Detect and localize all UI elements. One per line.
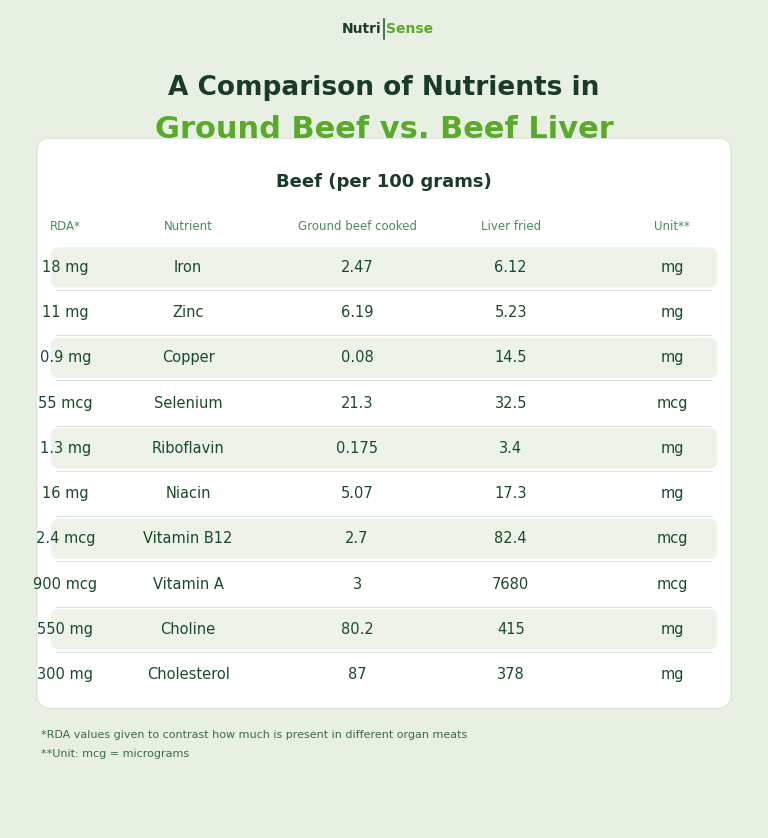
Text: Cholesterol: Cholesterol [147, 667, 230, 682]
Text: RDA*: RDA* [50, 220, 81, 233]
Text: 14.5: 14.5 [495, 350, 527, 365]
FancyBboxPatch shape [51, 247, 717, 287]
Text: Vitamin A: Vitamin A [153, 577, 223, 592]
Text: 1.3 mg: 1.3 mg [40, 441, 91, 456]
Text: Selenium: Selenium [154, 396, 223, 411]
Text: mg: mg [660, 622, 684, 637]
Text: 6.12: 6.12 [495, 260, 527, 275]
Text: mcg: mcg [656, 577, 688, 592]
Text: 16 mg: 16 mg [42, 486, 88, 501]
Text: 87: 87 [348, 667, 366, 682]
Text: 378: 378 [497, 667, 525, 682]
Text: Liver fried: Liver fried [481, 220, 541, 233]
Text: 550 mg: 550 mg [38, 622, 93, 637]
Text: Unit**: Unit** [654, 220, 690, 233]
Text: 2.7: 2.7 [346, 531, 369, 546]
Text: Niacin: Niacin [165, 486, 211, 501]
Text: Zinc: Zinc [172, 305, 204, 320]
Text: mcg: mcg [656, 531, 688, 546]
Text: Vitamin B12: Vitamin B12 [144, 531, 233, 546]
Text: mg: mg [660, 486, 684, 501]
Text: 32.5: 32.5 [495, 396, 527, 411]
FancyBboxPatch shape [51, 428, 717, 468]
Text: mg: mg [660, 441, 684, 456]
FancyBboxPatch shape [51, 338, 717, 378]
Text: 18 mg: 18 mg [42, 260, 88, 275]
Text: 3.4: 3.4 [499, 441, 522, 456]
Text: 6.19: 6.19 [341, 305, 373, 320]
Text: A Comparison of Nutrients in: A Comparison of Nutrients in [168, 75, 600, 101]
Text: 55 mcg: 55 mcg [38, 396, 93, 411]
Text: 415: 415 [497, 622, 525, 637]
FancyBboxPatch shape [51, 609, 717, 649]
Text: Choline: Choline [161, 622, 216, 637]
Text: mg: mg [660, 305, 684, 320]
FancyBboxPatch shape [51, 519, 717, 559]
Text: **Unit: mcg = micrograms: **Unit: mcg = micrograms [41, 749, 189, 759]
Text: 0.175: 0.175 [336, 441, 378, 456]
Text: 0.9 mg: 0.9 mg [39, 350, 91, 365]
Text: 11 mg: 11 mg [42, 305, 88, 320]
Text: 7680: 7680 [492, 577, 529, 592]
Text: Ground Beef vs. Beef Liver: Ground Beef vs. Beef Liver [154, 116, 614, 144]
Text: 5.23: 5.23 [495, 305, 527, 320]
Text: Nutri: Nutri [342, 23, 382, 36]
FancyBboxPatch shape [51, 654, 717, 695]
Text: Beef (per 100 grams): Beef (per 100 grams) [276, 173, 492, 191]
Text: Sense: Sense [386, 23, 433, 36]
Text: 82.4: 82.4 [495, 531, 527, 546]
FancyBboxPatch shape [51, 383, 717, 423]
Text: mg: mg [660, 667, 684, 682]
Text: *RDA values given to contrast how much is present in different organ meats: *RDA values given to contrast how much i… [41, 730, 467, 740]
Text: 300 mg: 300 mg [38, 667, 93, 682]
Text: 0.08: 0.08 [341, 350, 373, 365]
Text: Copper: Copper [162, 350, 214, 365]
Text: mg: mg [660, 260, 684, 275]
FancyBboxPatch shape [51, 292, 717, 333]
Text: mg: mg [660, 350, 684, 365]
Text: 80.2: 80.2 [341, 622, 373, 637]
Text: 2.4 mcg: 2.4 mcg [35, 531, 95, 546]
Text: Nutrient: Nutrient [164, 220, 213, 233]
Text: 900 mcg: 900 mcg [33, 577, 98, 592]
FancyBboxPatch shape [37, 138, 731, 708]
Text: Iron: Iron [174, 260, 202, 275]
Text: Riboflavin: Riboflavin [152, 441, 224, 456]
Text: 17.3: 17.3 [495, 486, 527, 501]
Text: 21.3: 21.3 [341, 396, 373, 411]
Text: 2.47: 2.47 [341, 260, 373, 275]
Text: 5.07: 5.07 [341, 486, 373, 501]
Text: Ground beef cooked: Ground beef cooked [298, 220, 416, 233]
FancyBboxPatch shape [51, 473, 717, 514]
FancyBboxPatch shape [51, 564, 717, 604]
Text: mcg: mcg [656, 396, 688, 411]
Text: 3: 3 [353, 577, 362, 592]
